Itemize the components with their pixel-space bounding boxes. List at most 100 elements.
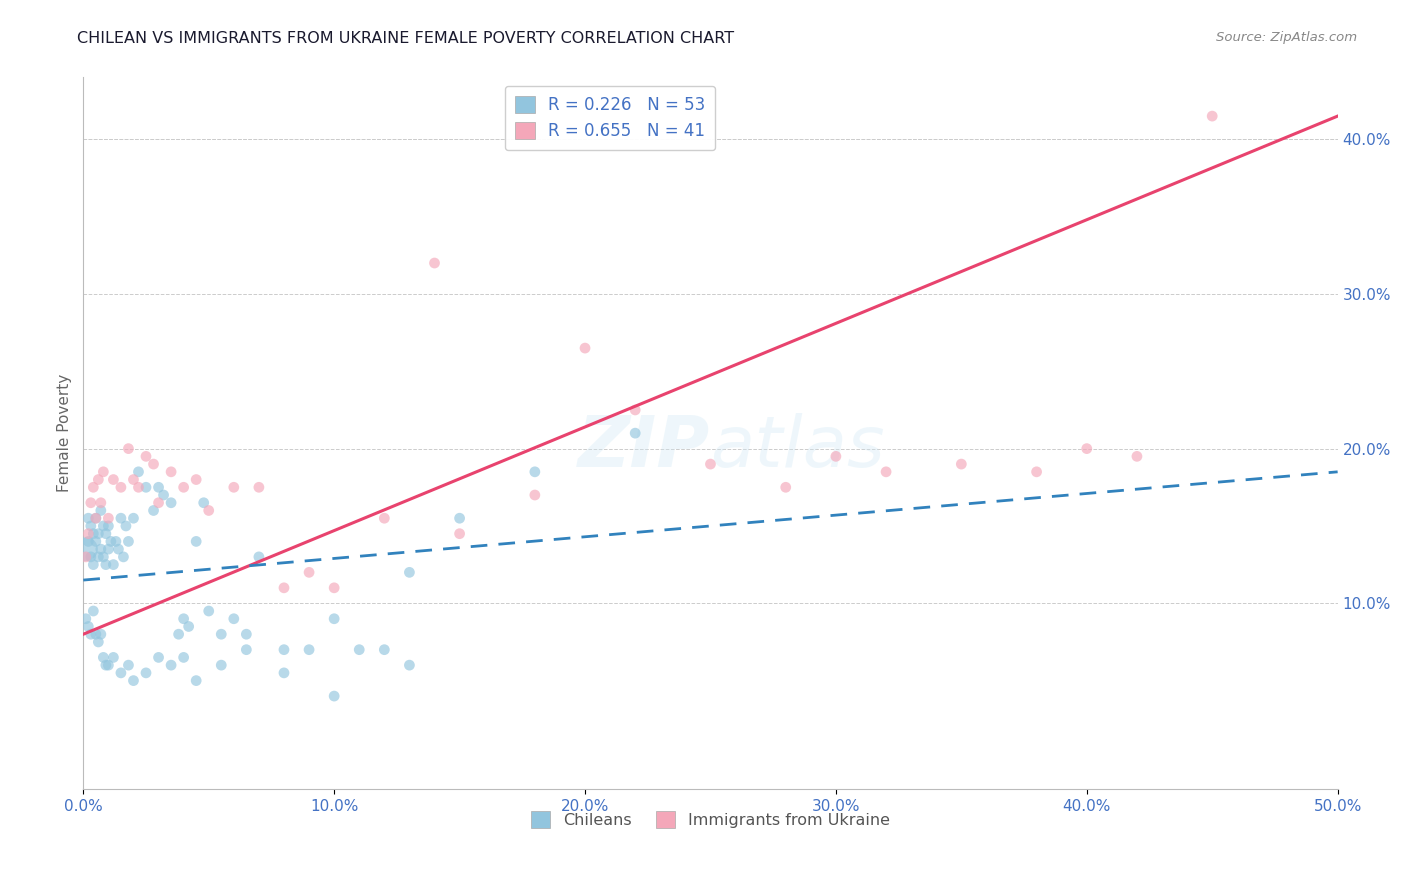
Point bbox=[80, 627, 103, 641]
Point bbox=[398, 566, 420, 580]
Point bbox=[94, 558, 117, 572]
Point bbox=[110, 665, 132, 680]
Point bbox=[298, 642, 321, 657]
Point bbox=[82, 526, 104, 541]
Point bbox=[107, 542, 129, 557]
Point bbox=[82, 558, 104, 572]
Point bbox=[115, 519, 138, 533]
Point bbox=[273, 581, 295, 595]
Point bbox=[90, 627, 112, 641]
Point bbox=[80, 496, 103, 510]
Point bbox=[84, 627, 107, 641]
Point bbox=[273, 642, 295, 657]
Point bbox=[77, 526, 100, 541]
Point bbox=[699, 457, 721, 471]
Point bbox=[75, 549, 97, 564]
Point bbox=[173, 612, 195, 626]
Point bbox=[112, 549, 135, 564]
Point bbox=[84, 511, 107, 525]
Point bbox=[148, 650, 170, 665]
Point bbox=[80, 519, 103, 533]
Point bbox=[574, 341, 596, 355]
Point bbox=[93, 519, 115, 533]
Point bbox=[77, 511, 100, 525]
Point bbox=[209, 658, 232, 673]
Point bbox=[449, 526, 471, 541]
Point bbox=[247, 549, 270, 564]
Point bbox=[122, 673, 145, 688]
Point bbox=[624, 426, 647, 441]
Point bbox=[186, 473, 208, 487]
Text: Source: ZipAtlas.com: Source: ZipAtlas.com bbox=[1216, 31, 1357, 45]
Point bbox=[93, 650, 115, 665]
Point bbox=[523, 488, 546, 502]
Point bbox=[103, 650, 125, 665]
Point bbox=[222, 612, 245, 626]
Point bbox=[90, 496, 112, 510]
Point bbox=[94, 658, 117, 673]
Point bbox=[100, 534, 122, 549]
Point bbox=[222, 480, 245, 494]
Point bbox=[209, 627, 232, 641]
Point bbox=[97, 542, 120, 557]
Point bbox=[117, 658, 139, 673]
Point bbox=[298, 566, 321, 580]
Point bbox=[142, 457, 165, 471]
Point bbox=[373, 642, 395, 657]
Point bbox=[152, 488, 174, 502]
Point bbox=[90, 542, 112, 557]
Point bbox=[80, 549, 103, 564]
Point bbox=[87, 526, 110, 541]
Point bbox=[875, 465, 897, 479]
Point bbox=[247, 480, 270, 494]
Point bbox=[135, 665, 157, 680]
Point bbox=[160, 658, 183, 673]
Point bbox=[117, 534, 139, 549]
Point bbox=[82, 480, 104, 494]
Point bbox=[177, 619, 200, 633]
Point bbox=[103, 473, 125, 487]
Point bbox=[135, 450, 157, 464]
Point bbox=[84, 511, 107, 525]
Point bbox=[122, 511, 145, 525]
Point bbox=[77, 534, 100, 549]
Point bbox=[93, 549, 115, 564]
Point bbox=[148, 480, 170, 494]
Point bbox=[950, 457, 973, 471]
Point bbox=[97, 519, 120, 533]
Point bbox=[1025, 465, 1047, 479]
Point bbox=[197, 503, 219, 517]
Point bbox=[173, 480, 195, 494]
Point bbox=[87, 549, 110, 564]
Y-axis label: Female Poverty: Female Poverty bbox=[58, 374, 72, 492]
Point bbox=[110, 511, 132, 525]
Point bbox=[160, 465, 183, 479]
Point bbox=[449, 511, 471, 525]
Point bbox=[186, 673, 208, 688]
Point bbox=[323, 689, 346, 703]
Point bbox=[235, 642, 257, 657]
Point bbox=[186, 534, 208, 549]
Point bbox=[1126, 450, 1149, 464]
Point bbox=[135, 480, 157, 494]
Point bbox=[75, 612, 97, 626]
Point bbox=[117, 442, 139, 456]
Point bbox=[235, 627, 257, 641]
Point bbox=[97, 658, 120, 673]
Text: atlas: atlas bbox=[710, 413, 886, 482]
Point bbox=[75, 542, 97, 557]
Point bbox=[122, 473, 145, 487]
Point bbox=[775, 480, 797, 494]
Point bbox=[323, 581, 346, 595]
Point bbox=[94, 526, 117, 541]
Text: ZIP: ZIP bbox=[578, 413, 710, 482]
Point bbox=[127, 465, 149, 479]
Point bbox=[423, 256, 446, 270]
Point bbox=[84, 534, 107, 549]
Point bbox=[373, 511, 395, 525]
Point bbox=[93, 465, 115, 479]
Point bbox=[273, 665, 295, 680]
Point bbox=[173, 650, 195, 665]
Point bbox=[142, 503, 165, 517]
Point bbox=[1201, 109, 1223, 123]
